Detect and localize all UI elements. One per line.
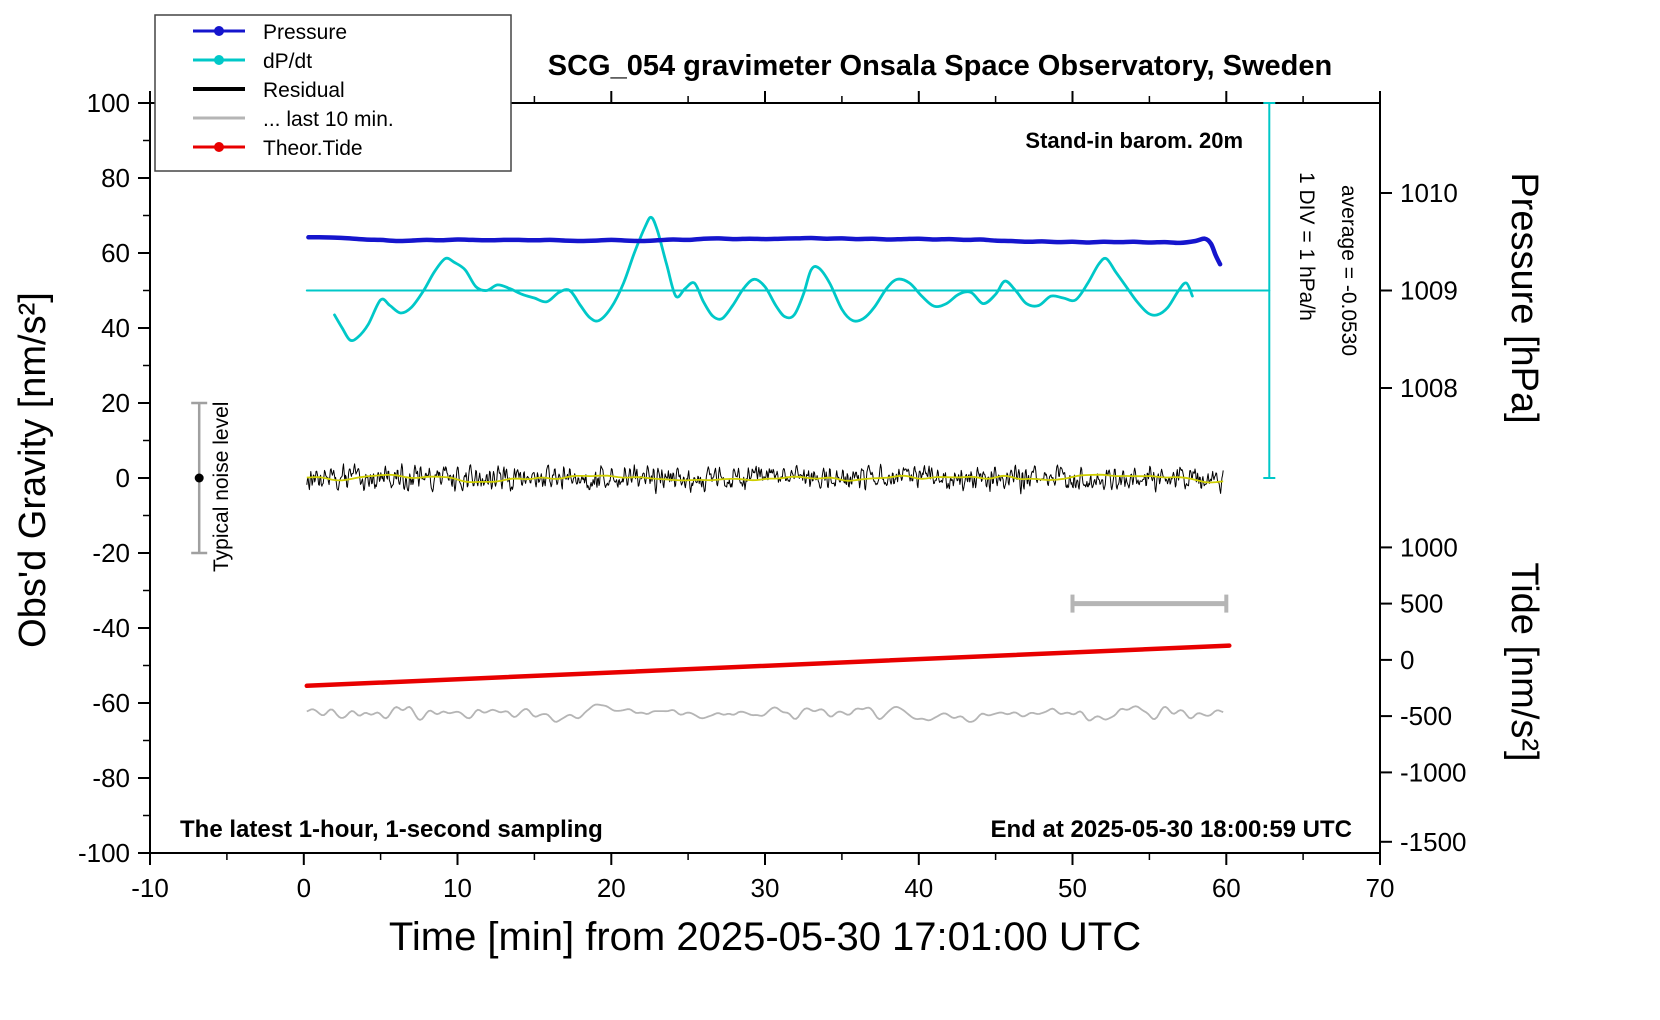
legend-label-residual: Residual — [263, 79, 345, 102]
legend-item-theortide: Theor.Tide — [193, 137, 363, 160]
tide-tick-label: 500 — [1400, 589, 1443, 619]
div-scale-note: 1 DIV = 1 hPa/h — [1295, 172, 1318, 321]
x-tick-label: 0 — [297, 873, 311, 903]
x-tick-label: 40 — [904, 873, 933, 903]
legend-label-theortide: Theor.Tide — [263, 137, 363, 160]
theortide-marker-dot — [214, 142, 224, 152]
x-tick-label: 70 — [1366, 873, 1395, 903]
y-left-tick-label: -80 — [92, 763, 130, 793]
legend-item-dpdt: dP/dt — [193, 50, 312, 73]
pressure-marker-dot — [214, 26, 224, 36]
pressure-tick-label: 1008 — [1400, 373, 1458, 403]
noise-level-note: Typical noise level — [210, 402, 233, 572]
dpdt-series — [333, 215, 1194, 343]
theor-tide-series — [304, 643, 1232, 689]
barometer-note: Stand-in barom. 20m — [1025, 128, 1243, 153]
x-tick-label: 10 — [443, 873, 472, 903]
tide-tick-label: 0 — [1400, 645, 1414, 675]
noise-level-dot — [194, 473, 204, 483]
legend-box — [154, 14, 512, 172]
tide-tick-label: 1000 — [1400, 532, 1458, 562]
y-left-tick-label: -40 — [92, 613, 130, 643]
sampling-note: The latest 1-hour, 1-second sampling — [180, 816, 603, 843]
plot-area: -10 0 10 20 30 40 50 60 70-100-80-60-40-20020406… — [78, 88, 1467, 903]
pressure-series — [306, 235, 1223, 267]
tide-tick-label: -500 — [1400, 701, 1452, 731]
y-left-tick-label: 40 — [101, 313, 130, 343]
legend-label-last10min: ... last 10 min. — [263, 108, 394, 131]
tide-tick-label: -1500 — [1400, 827, 1467, 857]
x-tick-label: 60 — [1212, 873, 1241, 903]
x-tick-label: 20 — [597, 873, 626, 903]
x-tick-label: 50 — [1058, 873, 1087, 903]
y-right-pressure-label: Pressure [hPa] — [1503, 172, 1545, 423]
y-left-tick-label: 0 — [116, 463, 130, 493]
y-left-axis-label: Obs'd Gravity [nm/s²] — [12, 292, 54, 648]
x-tick-label: -10 — [131, 873, 169, 903]
y-left-tick-label: -60 — [92, 688, 130, 718]
legend: Pressure dP/dt Residual ... last 10 min.… — [154, 14, 512, 172]
legend-item-pressure: Pressure — [193, 21, 347, 44]
average-note: average = -0.0530 — [1337, 185, 1360, 356]
x-axis-label: Time [min] from 2025-05-30 17:01:00 UTC — [389, 915, 1141, 959]
legend-item-last10min: ... last 10 min. — [193, 108, 394, 131]
legend-item-residual: Residual — [193, 79, 345, 102]
y-left-tick-label: 100 — [87, 88, 130, 118]
residual-mean-series — [306, 473, 1224, 484]
end-time-note: End at 2025-05-30 18:00:59 UTC — [991, 816, 1353, 843]
y-left-tick-label: 80 — [101, 163, 130, 193]
pressure-tick-label: 1010 — [1400, 178, 1458, 208]
y-left-tick-label: -20 — [92, 538, 130, 568]
residual-last-10-min-series — [306, 703, 1224, 723]
y-left-tick-label: 60 — [101, 238, 130, 268]
chart-title: SCG_054 gravimeter Onsala Space Observat… — [548, 50, 1332, 82]
tide-tick-label: -1000 — [1400, 757, 1467, 787]
y-right-tide-label: Tide [nm/s²] — [1503, 562, 1545, 761]
pressure-tick-label: 1009 — [1400, 276, 1458, 306]
y-left-tick-label: 20 — [101, 388, 130, 418]
x-tick-label: 30 — [751, 873, 780, 903]
dpdt-marker-dot — [214, 55, 224, 65]
y-left-tick-label: -100 — [78, 838, 130, 868]
legend-label-dpdt: dP/dt — [263, 50, 312, 73]
legend-label-pressure: Pressure — [263, 21, 347, 44]
